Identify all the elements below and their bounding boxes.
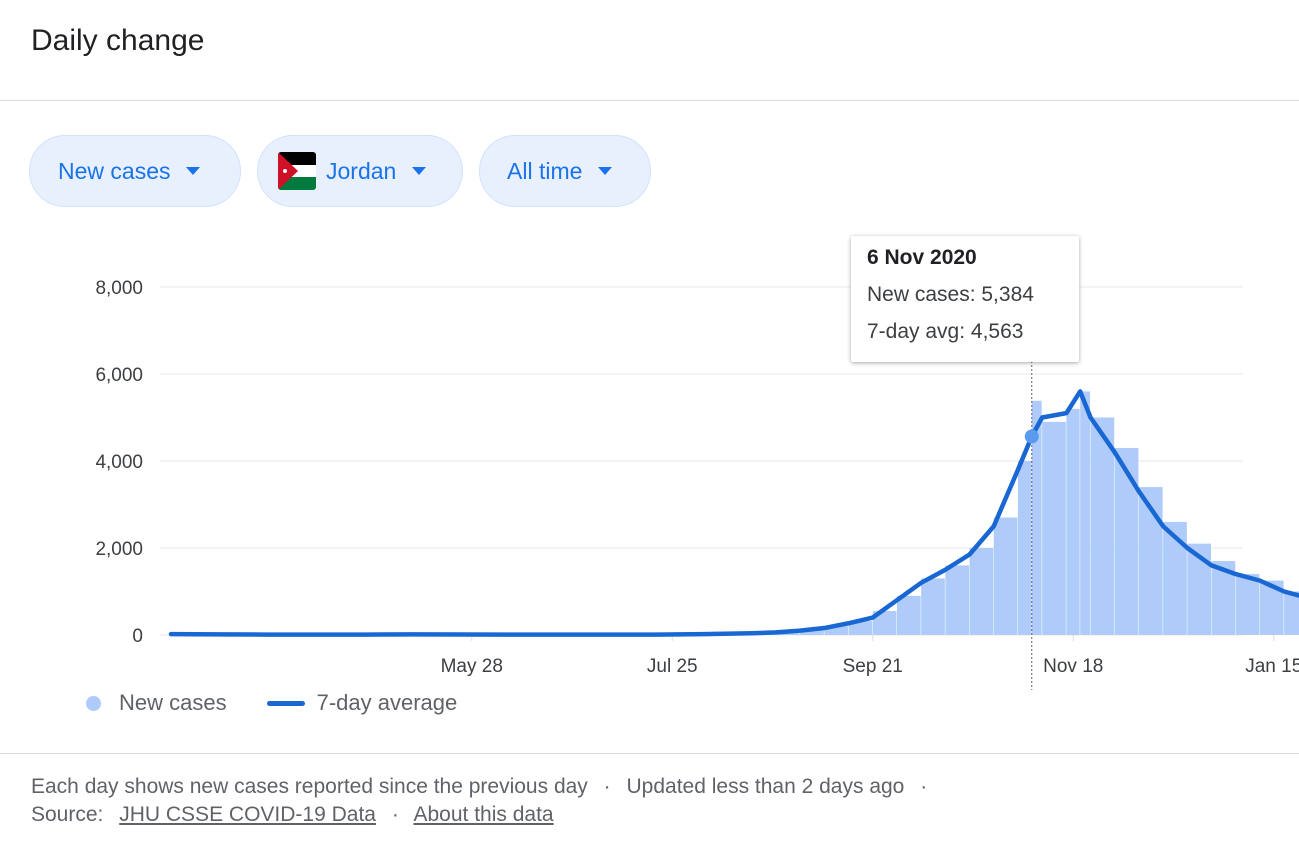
chart-footer: Each day shows new cases reported since …: [31, 775, 928, 826]
footer-note: Each day shows new cases reported since …: [31, 775, 588, 798]
chart-tooltip: 6 Nov 2020 New cases: 5,384 7-day avg: 4…: [851, 236, 1079, 362]
country-selector-label: Jordan: [326, 157, 397, 184]
bar: [1235, 574, 1260, 635]
tooltip-date: 6 Nov 2020: [867, 246, 977, 269]
x-tick-label: Jul 25: [647, 656, 698, 677]
x-tick-label: Jan 15: [1245, 656, 1299, 677]
bar: [896, 595, 921, 635]
x-tick-label: Nov 18: [1043, 656, 1103, 677]
legend-line-label: 7-day average: [316, 690, 458, 715]
bar: [1031, 400, 1042, 635]
about-link[interactable]: About this data: [413, 803, 554, 826]
bar: [945, 565, 970, 635]
footer-divider: [0, 753, 1299, 754]
metric-selector-label: New cases: [58, 157, 171, 184]
page-title: Daily change: [31, 24, 205, 57]
header-divider: [0, 100, 1299, 101]
source-link[interactable]: JHU CSSE COVID-19 Data: [119, 803, 376, 826]
y-tick-label: 6,000: [95, 365, 143, 386]
bar: [1284, 591, 1299, 635]
bar: [824, 626, 849, 635]
bar: [969, 548, 994, 635]
bar: [872, 611, 897, 635]
bar: [1163, 521, 1187, 635]
bar: [1042, 421, 1066, 635]
country-selector[interactable]: Jordan: [257, 135, 463, 207]
bar: [1138, 487, 1163, 635]
bar: [921, 578, 945, 635]
chart-legend: New cases 7-day average: [86, 690, 457, 716]
bar: [1114, 447, 1139, 635]
footer-updated: Updated less than 2 days ago: [626, 775, 905, 798]
legend-bar-swatch: [86, 695, 101, 711]
hover-point: [1024, 429, 1039, 444]
y-tick-label: 2,000: [95, 539, 143, 560]
legend-line-swatch: [266, 700, 305, 706]
cases-chart[interactable]: 0 2,000 4,000 6,000 8,000 May 28 Jul 25 Sep 21 N…: [0, 220, 1299, 690]
chevron-down-icon: [186, 167, 201, 175]
tooltip-new-cases: New cases: 5,384: [867, 283, 1034, 306]
x-tick-label: Sep 21: [843, 656, 903, 677]
y-tick-label: 4,000: [95, 452, 143, 473]
chevron-down-icon: [598, 167, 613, 175]
bar: [1017, 461, 1032, 635]
x-tick-label: May 28: [441, 656, 503, 677]
tooltip-avg: 7-day avg: 4,563: [867, 320, 1024, 343]
range-selector-label: All time: [507, 157, 583, 184]
bar: [993, 517, 1018, 635]
source-label: Source:: [31, 803, 104, 826]
range-selector[interactable]: All time: [479, 135, 651, 207]
y-tick-label: 0: [132, 626, 143, 647]
bar: [1187, 543, 1212, 635]
avg-line: [168, 389, 1299, 637]
legend-bar-label: New cases: [119, 690, 227, 715]
bar: [1090, 417, 1115, 635]
bar: [775, 633, 800, 635]
bar: [800, 629, 824, 635]
bar: [1259, 580, 1284, 635]
bar: [848, 621, 873, 635]
bar: [1066, 408, 1080, 635]
metric-selector[interactable]: New cases: [29, 135, 241, 207]
bar: [1211, 561, 1236, 635]
bar: [1080, 391, 1091, 635]
jordan-flag-icon: [278, 152, 316, 190]
chevron-down-icon: [412, 167, 427, 175]
y-tick-label: 8,000: [95, 278, 143, 299]
